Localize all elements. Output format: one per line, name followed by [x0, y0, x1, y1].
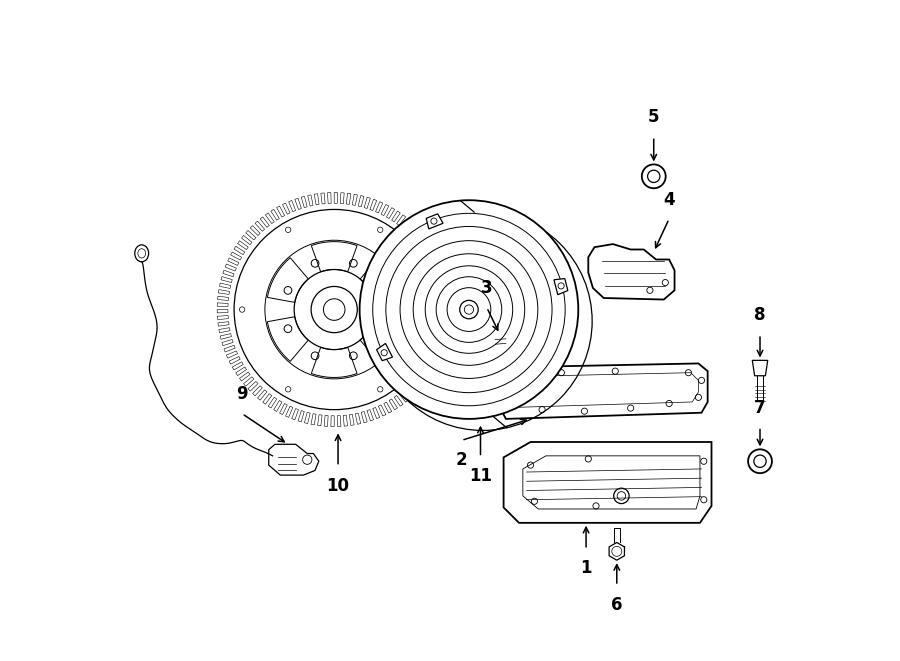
Text: 7: 7 [754, 399, 766, 416]
Text: 5: 5 [648, 108, 660, 126]
Circle shape [360, 200, 579, 419]
Polygon shape [554, 278, 568, 295]
Text: 2: 2 [455, 451, 467, 469]
Text: 11: 11 [469, 467, 492, 485]
Polygon shape [376, 344, 392, 361]
Text: 3: 3 [481, 279, 492, 297]
Text: 4: 4 [663, 190, 675, 209]
Text: 8: 8 [754, 306, 766, 324]
Text: 1: 1 [580, 559, 592, 577]
Polygon shape [427, 214, 443, 229]
Text: 6: 6 [611, 596, 623, 614]
Text: 10: 10 [327, 477, 349, 494]
Text: 9: 9 [236, 385, 248, 403]
